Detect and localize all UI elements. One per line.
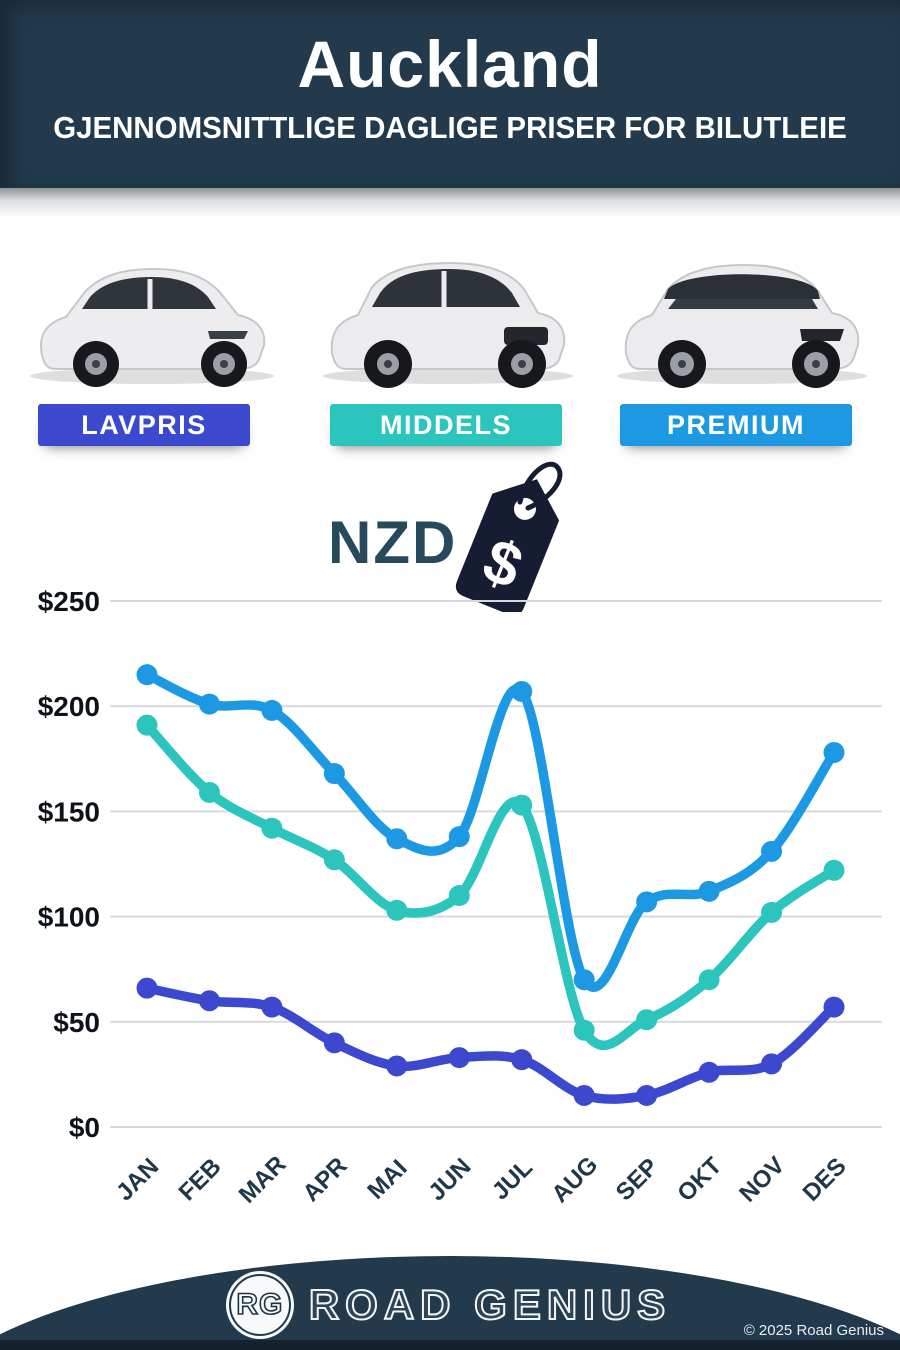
x-tick-label: NOV bbox=[734, 1152, 790, 1208]
car-images-row bbox=[0, 238, 900, 398]
legend-label-premium: PREMIUM bbox=[667, 409, 805, 440]
series-dot-premium bbox=[698, 880, 720, 902]
midsize-suv-image bbox=[323, 261, 573, 388]
header-gradient-strip bbox=[0, 188, 900, 218]
y-tick-label: $250 bbox=[38, 586, 100, 617]
x-tick-label: JUL bbox=[487, 1154, 538, 1205]
x-tick-label: FEB bbox=[174, 1153, 227, 1206]
series-dot-premium bbox=[761, 840, 783, 862]
series-dot-premium bbox=[386, 828, 408, 850]
price-chart: $250 $200 $150 $100 $50 $0 JAN FEB MAR APR MAI JUN J… bbox=[38, 586, 882, 1209]
series-dot-lavpris bbox=[386, 1055, 408, 1077]
series-dot-lavpris bbox=[823, 996, 845, 1018]
x-tick-label: JAN bbox=[111, 1153, 164, 1206]
series-dot-lavpris bbox=[511, 1049, 533, 1071]
series-dot-middels bbox=[136, 714, 158, 736]
page-title: Auckland bbox=[297, 27, 603, 101]
series-dot-middels bbox=[448, 885, 470, 907]
brand-row: RG ROAD GENIUS bbox=[0, 1272, 900, 1338]
x-tick-label: MAR bbox=[234, 1151, 292, 1209]
series-dot-middels bbox=[823, 859, 845, 881]
series-dot-premium bbox=[448, 826, 470, 848]
series-dot-middels bbox=[261, 817, 283, 839]
y-tick-label: $200 bbox=[38, 691, 100, 722]
series-dot-premium bbox=[198, 693, 220, 715]
series-dot-premium bbox=[261, 699, 283, 721]
y-tick-label: $150 bbox=[38, 796, 100, 827]
series-dot-middels bbox=[636, 1009, 658, 1031]
x-tick-label: SEP bbox=[611, 1153, 664, 1206]
series-dot-premium bbox=[136, 664, 158, 686]
series-dot-middels bbox=[198, 781, 220, 803]
series-dot-middels bbox=[761, 901, 783, 923]
price-tag-icon: $ bbox=[455, 461, 563, 612]
x-tick-label: APR bbox=[298, 1152, 353, 1207]
legend-pill-premium: PREMIUM bbox=[620, 404, 852, 446]
series-dot-premium bbox=[323, 763, 345, 785]
series-dot-lavpris bbox=[761, 1053, 783, 1075]
legend-pill-middels: MIDDELS bbox=[330, 404, 562, 446]
series-dot-premium bbox=[573, 969, 595, 991]
series-dot-lavpris bbox=[636, 1084, 658, 1106]
legend-label-middels: MIDDELS bbox=[380, 409, 512, 440]
page-subtitle: GJENNOMSNITTLIGE DAGLIGE PRISER FOR BILU… bbox=[53, 110, 847, 145]
series-dot-premium bbox=[823, 741, 845, 763]
series-dot-lavpris bbox=[573, 1084, 595, 1106]
footer-bottom-strip bbox=[0, 1340, 900, 1350]
series-dot-lavpris bbox=[198, 990, 220, 1012]
y-tick-label: $50 bbox=[53, 1007, 100, 1038]
x-tick-label: AUG bbox=[546, 1151, 603, 1208]
copyright-text: © 2025 Road Genius bbox=[743, 1322, 884, 1339]
series-dot-lavpris bbox=[323, 1032, 345, 1054]
economy-car-image bbox=[30, 267, 274, 387]
legend-pill-lavpris: LAVPRIS bbox=[38, 404, 250, 446]
series-dot-lavpris bbox=[448, 1047, 470, 1069]
header: Auckland GJENNOMSNITTLIGE DAGLIGE PRISER… bbox=[0, 0, 900, 188]
series-dot-middels bbox=[573, 1019, 595, 1041]
brand-badge-icon: RG bbox=[228, 1274, 291, 1336]
series-dot-middels bbox=[698, 969, 720, 991]
y-tick-label: $0 bbox=[69, 1112, 100, 1143]
series-dot-premium bbox=[636, 891, 658, 913]
premium-suv-image bbox=[617, 263, 867, 388]
x-tick-label: JUN bbox=[423, 1153, 476, 1206]
series-dot-middels bbox=[511, 794, 533, 816]
series-dot-lavpris bbox=[698, 1061, 720, 1083]
x-tick-label: OKT bbox=[672, 1152, 727, 1207]
brand-name: ROAD GENIUS bbox=[308, 1280, 672, 1329]
series-dot-premium bbox=[511, 680, 533, 702]
series-dot-middels bbox=[323, 849, 345, 871]
currency-label: NZD bbox=[328, 509, 458, 576]
series-dot-middels bbox=[386, 899, 408, 921]
legend-label-lavpris: LAVPRIS bbox=[81, 409, 207, 440]
x-tick-label: DES bbox=[798, 1153, 852, 1207]
y-tick-label: $100 bbox=[38, 902, 100, 933]
x-tick-label: MAI bbox=[362, 1155, 412, 1205]
series-line-lavpris bbox=[142, 983, 839, 1104]
series-dot-lavpris bbox=[261, 996, 283, 1018]
series-dot-lavpris bbox=[136, 977, 158, 999]
